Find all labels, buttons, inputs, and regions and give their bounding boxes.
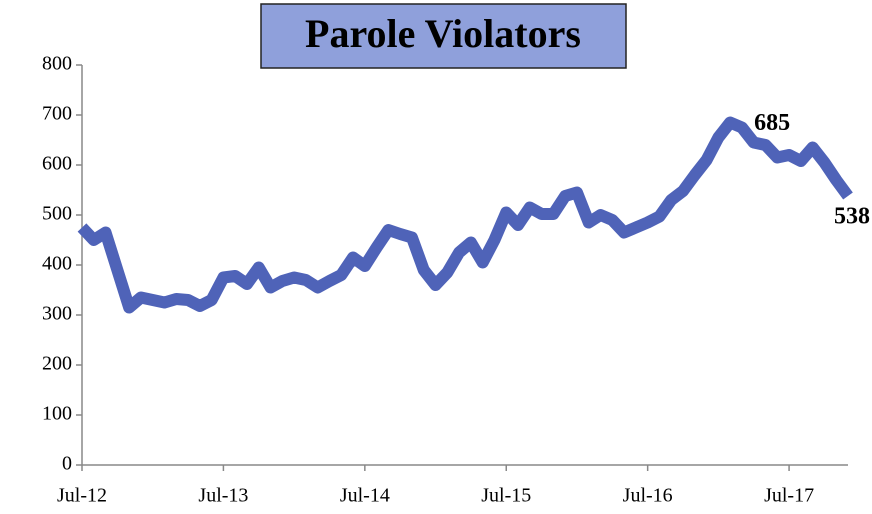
y-tick-label: 100 xyxy=(42,403,72,425)
data-label: 685 xyxy=(754,110,790,136)
data-line xyxy=(77,116,853,314)
y-tick-label: 500 xyxy=(42,203,72,225)
y-tick-label: 600 xyxy=(42,153,72,175)
data-label: 538 xyxy=(834,204,870,230)
y-tick-label: 200 xyxy=(42,353,72,375)
y-tick-label: 0 xyxy=(62,453,72,475)
y-tick-label: 400 xyxy=(42,253,72,275)
chart-title: Parole Violators xyxy=(305,11,581,56)
x-tick-label: Jul-15 xyxy=(481,485,531,507)
y-tick-label: 300 xyxy=(42,303,72,325)
x-tick-label: Jul-13 xyxy=(198,485,248,507)
x-tick-label: Jul-17 xyxy=(764,485,814,507)
y-tick-label: 800 xyxy=(42,53,72,75)
title-box xyxy=(260,3,627,69)
x-tick-label: Jul-14 xyxy=(340,485,390,507)
y-tick-label: 700 xyxy=(42,103,72,125)
x-tick-label: Jul-16 xyxy=(623,485,673,507)
x-tick-label: Jul-12 xyxy=(57,485,107,507)
